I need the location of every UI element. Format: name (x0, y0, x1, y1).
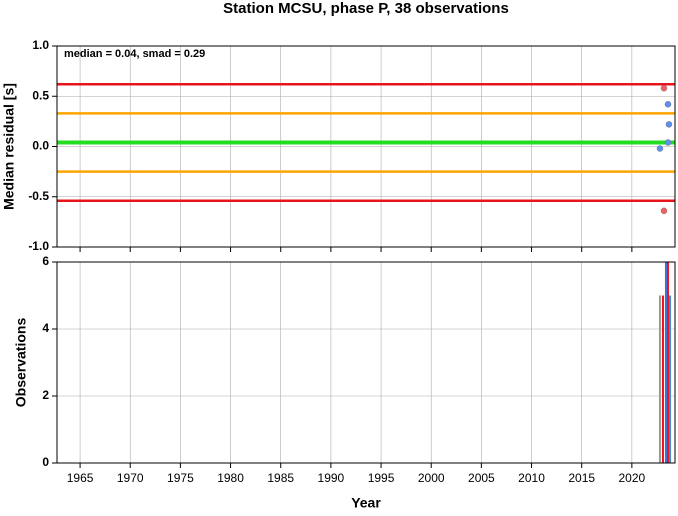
x-axis-label: Year (351, 495, 381, 511)
x-tick-label: 2015 (568, 471, 595, 485)
x-tick-label: 1970 (117, 471, 144, 485)
annotation: median = 0.04, smad = 0.29 (64, 48, 205, 60)
plot-frame (56, 45, 676, 248)
y-tick-label: 4 (42, 321, 49, 335)
chart-title: Station MCSU, phase P, 38 observations (223, 0, 509, 17)
x-tick-label: 2005 (468, 471, 495, 485)
plot-frame (56, 261, 676, 464)
bar (658, 295, 661, 463)
x-tick-label: 2010 (518, 471, 545, 485)
x-tick-label: 1975 (167, 471, 194, 485)
x-tick-label: 1985 (267, 471, 294, 485)
point (660, 85, 668, 92)
x-tick-label: 1965 (67, 471, 94, 485)
y-tick-label: 0 (42, 455, 49, 469)
x-tick-label: 1990 (318, 471, 345, 485)
y-tick-label: 0.0 (32, 139, 49, 153)
y-tick-label: 1.0 (32, 38, 49, 52)
point (665, 121, 673, 128)
point (664, 139, 672, 146)
x-tick-label: 2000 (418, 471, 445, 485)
bar (666, 262, 669, 463)
point (660, 207, 668, 215)
y-tick-label: -0.5 (28, 189, 49, 203)
bar (668, 295, 671, 463)
y-axis-label: Observations (13, 318, 29, 408)
point (664, 101, 672, 108)
x-tick-label: 1995 (368, 471, 395, 485)
y-tick-label: 0.5 (32, 88, 49, 102)
y-tick-label: 6 (42, 254, 49, 268)
y-axis-label: Median residual [s] (1, 83, 17, 210)
point (656, 145, 664, 152)
bar (664, 262, 667, 463)
x-tick-label: 2020 (619, 471, 646, 485)
x-tick-label: 1980 (217, 471, 244, 485)
y-tick-label: -1.0 (28, 239, 49, 253)
y-tick-label: 2 (42, 388, 49, 402)
bar (661, 295, 664, 463)
